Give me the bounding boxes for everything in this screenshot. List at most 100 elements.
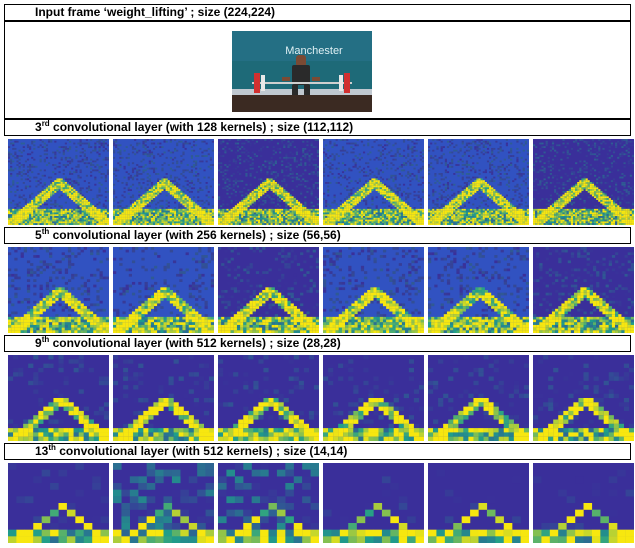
- heatmap-cell: [304, 162, 307, 165]
- heatmap-cell: [87, 219, 91, 222]
- heatmap-cell: [251, 210, 254, 213]
- heatmap-cell: [394, 223, 397, 225]
- heatmap-cell: [142, 153, 145, 156]
- heatmap-cell: [489, 162, 492, 165]
- heatmap-cell: [251, 214, 254, 217]
- heatmap-cell: [415, 176, 418, 179]
- heatmap-cell: [148, 208, 151, 211]
- heatmap-cell: [121, 194, 124, 197]
- heatmap-cell: [369, 173, 372, 175]
- heatmap-cell: [346, 201, 349, 204]
- heatmap-cell: [516, 160, 519, 163]
- heatmap-cell: [270, 199, 273, 202]
- heatmap-cell: [115, 212, 118, 215]
- heatmap-cell: [444, 158, 447, 161]
- heatmap-cell: [300, 192, 303, 195]
- heatmap-cell: [148, 194, 151, 197]
- heatmap-cell: [453, 203, 456, 206]
- heatmap-cell: [442, 207, 445, 209]
- heatmap-cell: [394, 158, 397, 161]
- heatmap-cell: [102, 223, 105, 225]
- heatmap-cell: [486, 189, 490, 191]
- heatmap-cell: [344, 201, 347, 204]
- heatmap-cell: [373, 208, 376, 211]
- heatmap-cell: [323, 192, 326, 195]
- heatmap-cell: [434, 207, 437, 209]
- heatmap-cell: [220, 174, 223, 177]
- heatmap-cell: [243, 160, 246, 163]
- heatmap-cell: [308, 208, 311, 211]
- heatmap-cell: [79, 208, 82, 211]
- heatmap-cell: [289, 223, 292, 225]
- heatmap-cell: [503, 212, 506, 215]
- heatmap-cell: [249, 196, 252, 199]
- heatmap-cell: [127, 216, 130, 218]
- heatmap-cell: [419, 207, 422, 209]
- heatmap-cell: [255, 189, 259, 191]
- heatmap-cell: [440, 147, 443, 150]
- heatmap-cell: [325, 210, 328, 213]
- heatmap-cell: [386, 216, 389, 218]
- heatmap-cell: [148, 151, 151, 154]
- heatmap-cell: [375, 189, 378, 191]
- heatmap-cell: [203, 169, 206, 172]
- heatmap-cell: [121, 214, 124, 217]
- heatmap-cell: [482, 208, 485, 211]
- heatmap-cell: [398, 214, 401, 217]
- heatmap-cell: [346, 217, 349, 220]
- heatmap-cell: [507, 156, 511, 159]
- heatmap-cell: [113, 205, 116, 208]
- heatmap-cell: [465, 190, 469, 193]
- heatmap-cell: [31, 217, 34, 220]
- heatmap-cell: [486, 183, 490, 186]
- heatmap-cell: [497, 147, 500, 150]
- heatmap-cell: [33, 207, 36, 209]
- heatmap-cell: [503, 203, 506, 206]
- heatmap-cell: [371, 203, 374, 206]
- heatmap-cell: [142, 201, 145, 204]
- heatmap-cell: [274, 208, 277, 211]
- heatmap-cell: [73, 189, 76, 191]
- heatmap-cell: [285, 183, 288, 186]
- heatmap-cell: [367, 182, 370, 184]
- heatmap-cell: [505, 205, 509, 208]
- heatmap-cell: [140, 185, 143, 188]
- heatmap-cell: [220, 210, 223, 213]
- heatmap-cell: [247, 205, 250, 208]
- heatmap-cell: [64, 183, 67, 186]
- heatmap-cell: [184, 169, 187, 172]
- heatmap-cell: [379, 151, 382, 154]
- heatmap-cell: [232, 221, 235, 224]
- heatmap-cell: [461, 210, 464, 213]
- heatmap-cell: [335, 216, 338, 218]
- heatmap-cell: [386, 198, 389, 200]
- heatmap-cell: [20, 217, 23, 220]
- heatmap-cell: [274, 196, 277, 199]
- heatmap-cell: [71, 212, 74, 215]
- heatmap-cell: [117, 207, 120, 209]
- heatmap-cell: [26, 171, 30, 174]
- heatmap-cell: [190, 207, 194, 209]
- heatmap-cell: [239, 180, 242, 183]
- heatmap-cell: [268, 140, 271, 143]
- heatmap-cell: [384, 223, 387, 225]
- heatmap-cell: [407, 196, 410, 199]
- heatmap-cell: [37, 146, 40, 148]
- heatmap-cell: [31, 171, 34, 174]
- heatmap-cell: [407, 221, 410, 224]
- heatmap-cell: [507, 207, 511, 209]
- heatmap-cell: [228, 210, 231, 213]
- heatmap-cell: [247, 216, 250, 218]
- heatmap-cell: [98, 139, 101, 141]
- heatmap-cell: [440, 162, 443, 165]
- heatmap-cell: [18, 149, 21, 152]
- heatmap-cell: [268, 214, 271, 217]
- heatmap-cell: [247, 196, 250, 199]
- heatmap-cell: [325, 158, 328, 161]
- heatmap-cell: [66, 164, 70, 166]
- heatmap-cell: [499, 165, 502, 168]
- heatmap-cell: [20, 189, 23, 191]
- heatmap-cell: [45, 156, 49, 159]
- heatmap-cell: [41, 219, 44, 222]
- heatmap-cell: [144, 140, 147, 143]
